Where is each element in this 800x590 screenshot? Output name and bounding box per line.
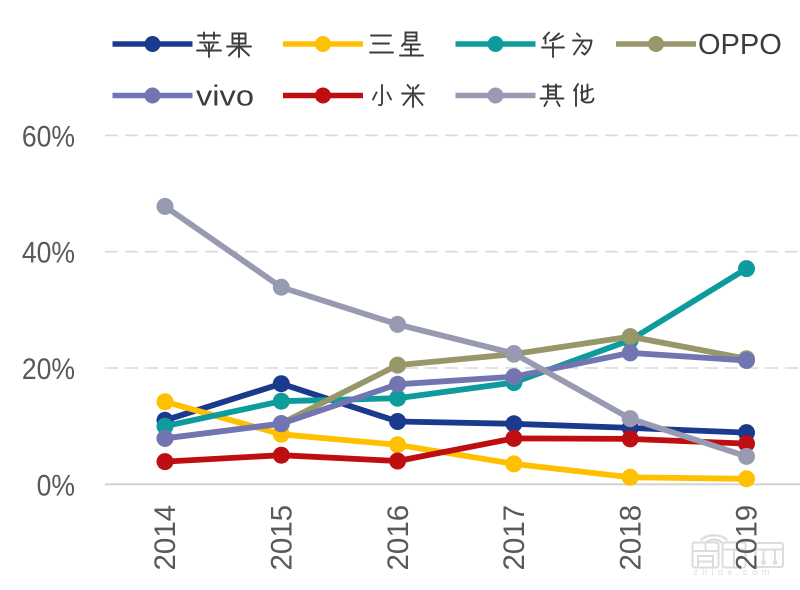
svg-text:zhidx.com: zhidx.com <box>693 567 774 578</box>
svg-text:2018: 2018 <box>614 505 647 571</box>
svg-text:0%: 0% <box>37 469 75 503</box>
svg-text:2015: 2015 <box>266 505 299 571</box>
svg-text:2014: 2014 <box>149 505 182 571</box>
svg-text:2016: 2016 <box>382 505 415 571</box>
svg-text:60%: 60% <box>22 120 75 154</box>
svg-text:40%: 40% <box>22 236 75 270</box>
svg-text:vivo: vivo <box>196 81 254 113</box>
svg-text:OPPO: OPPO <box>698 29 782 61</box>
svg-text:2017: 2017 <box>498 505 531 571</box>
svg-text:2019: 2019 <box>731 505 764 571</box>
svg-text:20%: 20% <box>22 353 75 387</box>
